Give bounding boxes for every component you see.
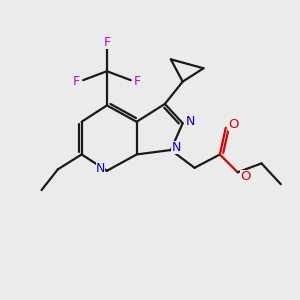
Text: N: N — [172, 140, 181, 154]
Text: O: O — [228, 118, 238, 131]
Text: F: F — [134, 75, 141, 88]
Text: F: F — [73, 75, 80, 88]
Text: N: N — [185, 115, 195, 128]
Text: N: N — [96, 162, 105, 175]
Text: O: O — [240, 170, 250, 183]
Text: F: F — [103, 36, 110, 49]
